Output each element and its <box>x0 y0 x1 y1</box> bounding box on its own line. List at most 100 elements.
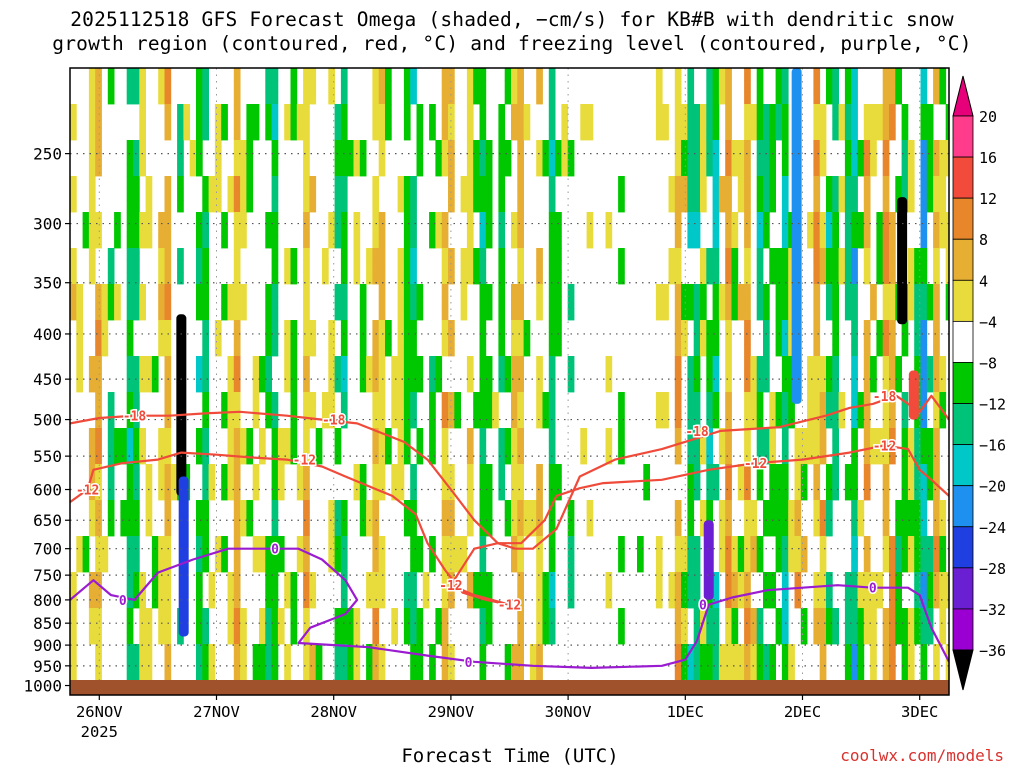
omega-cell <box>403 296 411 309</box>
omega-cell <box>826 80 833 93</box>
omega-cell <box>271 104 279 117</box>
omega-cell <box>378 380 386 393</box>
omega-cell <box>907 296 915 309</box>
omega-cell <box>385 92 392 105</box>
omega-cell <box>561 104 569 117</box>
omega-cell <box>826 416 833 429</box>
omega-cell <box>334 296 342 309</box>
omega-cell <box>800 536 808 549</box>
omega-cell <box>441 584 449 597</box>
omega-cell <box>838 200 846 213</box>
omega-cell <box>473 92 480 105</box>
omega-cell <box>895 536 902 549</box>
omega-cell <box>876 260 884 273</box>
omega-cell <box>290 92 298 105</box>
omega-cell <box>479 140 487 153</box>
omega-cell <box>775 248 783 261</box>
omega-cell <box>832 200 839 213</box>
omega-cell <box>441 404 449 417</box>
omega-cell <box>322 416 329 429</box>
omega-cell <box>700 248 707 261</box>
omega-cell <box>378 392 386 405</box>
omega-cell <box>725 548 732 561</box>
omega-cell <box>429 428 436 441</box>
omega-cell <box>700 128 707 141</box>
omega-cell <box>139 104 146 117</box>
omega-cell <box>353 668 361 681</box>
omega-cell <box>202 320 209 333</box>
omega-cell <box>114 296 121 309</box>
omega-cell <box>158 464 165 477</box>
omega-cell <box>586 212 594 225</box>
omega-cell <box>618 416 625 429</box>
omega-cell <box>826 572 833 585</box>
omega-cell <box>460 200 468 213</box>
omega-cell <box>259 656 266 669</box>
omega-cell <box>832 380 839 393</box>
omega-cell <box>756 428 764 441</box>
omega-cell <box>763 512 770 525</box>
omega-cell <box>844 668 852 681</box>
omega-cell <box>448 68 455 81</box>
omega-cell <box>403 308 411 321</box>
omega-cell <box>844 212 852 225</box>
omega-cell <box>196 512 203 525</box>
omega-cell <box>838 188 846 201</box>
omega-cell <box>416 152 424 165</box>
omega-cell <box>693 284 701 297</box>
omega-cell <box>555 284 562 297</box>
x-tick-label: 29NOV <box>428 703 475 721</box>
omega-cell <box>485 608 493 621</box>
omega-cell <box>863 476 871 489</box>
omega-cell <box>410 92 417 105</box>
omega-cell <box>479 452 487 465</box>
omega-cell <box>800 560 808 573</box>
omega-cell <box>907 524 915 537</box>
omega-cell <box>303 656 310 669</box>
omega-cell <box>655 80 663 93</box>
omega-cell <box>353 272 361 285</box>
omega-cell <box>479 668 487 681</box>
omega-cell <box>473 248 480 261</box>
omega-cell <box>826 176 833 189</box>
omega-cell <box>870 452 877 465</box>
omega-cell <box>70 308 77 321</box>
omega-cell <box>448 644 455 657</box>
omega-cell <box>687 476 695 489</box>
omega-cell <box>240 140 247 153</box>
omega-cell <box>233 224 241 237</box>
omega-cell <box>813 128 821 141</box>
omega-cell <box>876 236 884 249</box>
omega-cell <box>353 236 361 249</box>
omega-cell <box>731 248 739 261</box>
omega-cell <box>668 176 676 189</box>
omega-cell <box>252 560 260 573</box>
omega-cell <box>548 392 556 405</box>
omega-cell <box>517 404 524 417</box>
omega-cell <box>907 164 915 177</box>
omega-cell <box>177 176 184 189</box>
omega-cell <box>340 68 348 81</box>
omega-cell <box>788 296 795 309</box>
omega-cell <box>939 92 947 105</box>
omega-cell <box>473 404 480 417</box>
chart-title-line-2: growth region (contoured, red, °C) and f… <box>52 32 972 55</box>
omega-cell <box>359 476 367 489</box>
omega-cell <box>813 92 821 105</box>
omega-cell <box>403 80 411 93</box>
omega-cell <box>126 584 134 597</box>
omega-cell <box>763 644 770 657</box>
omega-cell <box>517 92 524 105</box>
omega-cell <box>133 200 140 213</box>
omega-cell <box>448 488 455 501</box>
omega-cell <box>926 116 934 129</box>
omega-cell <box>454 416 461 429</box>
omega-cell <box>718 524 726 537</box>
omega-cell <box>857 140 865 153</box>
omega-cell <box>95 620 102 633</box>
omega-cell <box>561 140 569 153</box>
omega-cell <box>177 128 184 141</box>
omega-cell <box>303 236 310 249</box>
omega-cell <box>933 536 940 549</box>
omega-cell <box>416 644 424 657</box>
